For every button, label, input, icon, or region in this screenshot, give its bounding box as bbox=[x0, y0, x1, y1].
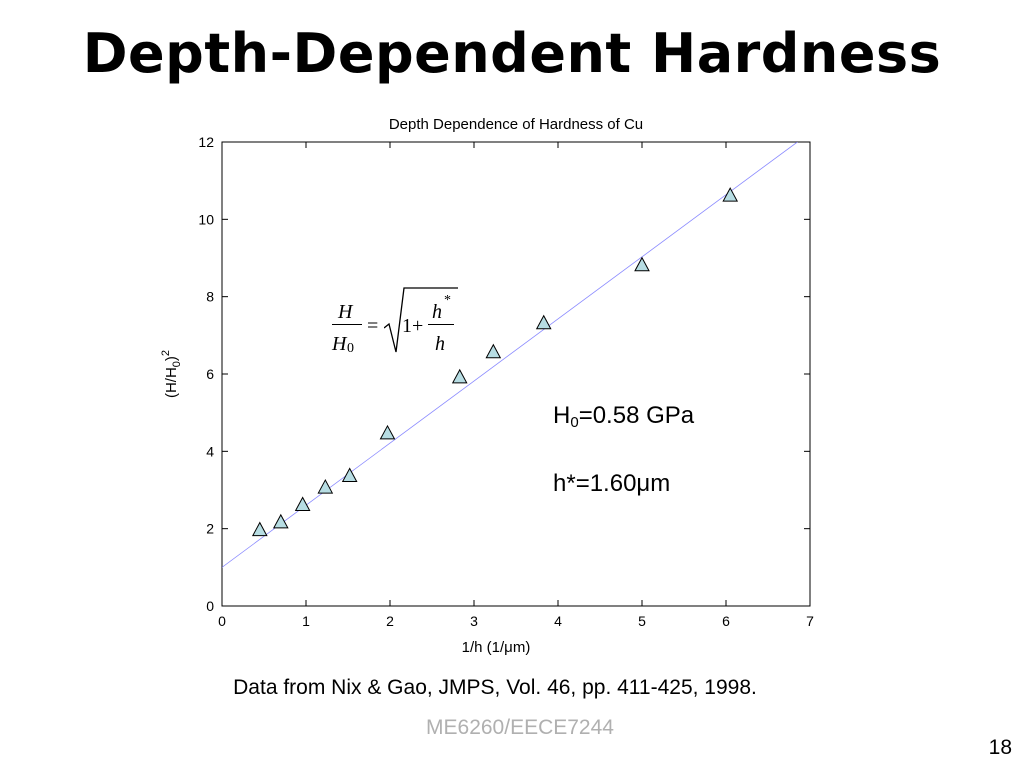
x-tick-label: 7 bbox=[806, 613, 814, 629]
x-tick-label: 2 bbox=[386, 613, 394, 629]
slide-title: Depth-Dependent Hardness bbox=[82, 22, 942, 85]
formula-rhs-numerator-superscript: * bbox=[444, 293, 451, 308]
y-tick-label: 6 bbox=[206, 366, 214, 382]
formula-rhs-fraction-bar bbox=[428, 324, 454, 325]
y-tick-label: 2 bbox=[206, 521, 214, 537]
y-tick-label: 8 bbox=[206, 289, 214, 305]
hstar-value: =1.60μm bbox=[575, 470, 671, 497]
hardness-formula: H H 0 = 1+ h * h bbox=[326, 282, 466, 362]
x-tick-label: 1 bbox=[302, 613, 310, 629]
data-point bbox=[272, 513, 289, 529]
formula-lhs-denominator-subscript: 0 bbox=[347, 341, 354, 356]
formula-lhs-numerator: H bbox=[338, 301, 353, 323]
h0-annotation: H0=0.58 GPa bbox=[553, 402, 694, 430]
formula-lhs-fraction-bar bbox=[332, 324, 362, 325]
h0-subscript: 0 bbox=[570, 414, 579, 431]
x-tick-label: 5 bbox=[638, 613, 646, 629]
data-point bbox=[379, 424, 396, 440]
data-point bbox=[341, 467, 358, 482]
formula-rhs-denominator: h bbox=[435, 333, 445, 355]
formula-equals: = bbox=[367, 315, 379, 337]
hstar-symbol: h* bbox=[553, 470, 576, 497]
data-point bbox=[294, 496, 311, 511]
y-tick-label: 0 bbox=[206, 598, 214, 614]
plot-frame bbox=[221, 141, 811, 607]
data-point bbox=[634, 256, 650, 272]
formula-one-plus: 1+ bbox=[402, 315, 424, 337]
data-point bbox=[535, 314, 552, 330]
x-tick-label: 0 bbox=[218, 613, 226, 629]
hstar-annotation: h*=1.60μm bbox=[553, 470, 670, 498]
fit-line bbox=[222, 142, 798, 568]
page-number: 18 bbox=[988, 736, 1012, 759]
x-tick-label: 3 bbox=[470, 613, 478, 629]
course-code: ME6260/EECE7244 bbox=[426, 716, 614, 739]
data-point bbox=[317, 479, 334, 494]
h0-symbol: H bbox=[553, 402, 571, 429]
square-root-sign bbox=[384, 287, 458, 353]
data-point bbox=[451, 368, 468, 384]
x-tick-label: 6 bbox=[722, 613, 730, 629]
y-tick-label: 12 bbox=[198, 134, 214, 150]
formula-rhs-numerator: h bbox=[432, 301, 442, 323]
data-point bbox=[251, 521, 268, 537]
h0-value: =0.58 GPa bbox=[578, 402, 695, 429]
data-point bbox=[485, 343, 502, 359]
y-axis-label: (H/H0)2 bbox=[160, 350, 183, 398]
chart-title: Depth Dependence of Hardness of Cu bbox=[389, 116, 643, 133]
y-tick-label: 4 bbox=[206, 443, 214, 459]
x-tick-label: 4 bbox=[554, 613, 562, 629]
data-point bbox=[722, 187, 739, 202]
data-source-citation: Data from Nix & Gao, JMPS, Vol. 46, pp. … bbox=[233, 676, 757, 699]
x-axis-label: 1/h (1/μm) bbox=[462, 639, 531, 656]
formula-lhs-denominator: H bbox=[332, 333, 347, 355]
y-tick-label: 10 bbox=[198, 211, 214, 227]
